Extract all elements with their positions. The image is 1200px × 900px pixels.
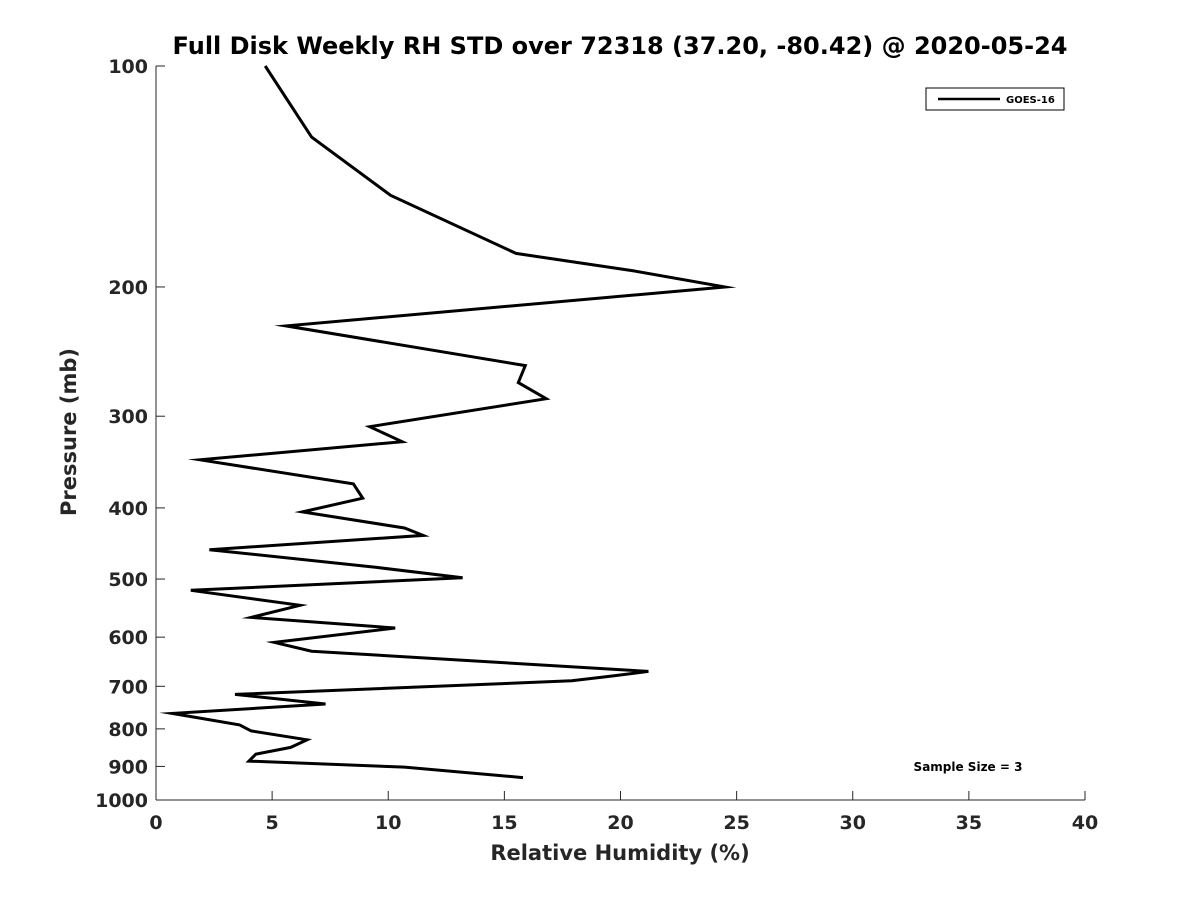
y-axis-label: Pressure (mb) [57,348,81,516]
x-tick-label: 30 [840,812,866,834]
legend-label-goes-16: GOES-16 [1006,95,1055,106]
legend: GOES-16 [925,87,1065,111]
y-tick-label: 600 [108,627,148,649]
x-axis-ticks: 0 5 10 15 20 25 30 35 40 [149,791,1098,834]
x-tick-label: 15 [491,812,517,834]
y-tick-label: 100 [108,56,148,78]
y-axis-ticks: 100 200 300 400 500 600 700 800 900 1000 [95,56,165,812]
y-tick-label: 300 [108,406,148,428]
y-tick-label: 1000 [95,790,148,812]
y-tick-label: 400 [108,498,148,520]
series-line-goes-16 [159,65,737,780]
y-tick-label: 900 [108,756,148,778]
x-tick-label: 0 [149,812,162,834]
series-layer [159,65,737,780]
y-tick-label: 500 [108,569,148,591]
y-tick-label: 800 [108,719,148,741]
x-tick-label: 5 [266,812,279,834]
x-tick-label: 25 [723,812,749,834]
x-tick-label: 35 [956,812,982,834]
axes [155,66,1085,801]
chart-title: Full Disk Weekly RH STD over 72318 (37.2… [173,32,1068,60]
x-tick-label: 10 [375,812,401,834]
x-axis-label: Relative Humidity (%) [490,841,749,865]
y-tick-label: 700 [108,676,148,698]
x-tick-label: 40 [1072,812,1098,834]
x-tick-label: 20 [607,812,633,834]
sample-size-annotation: Sample Size = 3 [914,760,1023,774]
y-tick-label: 200 [108,277,148,299]
